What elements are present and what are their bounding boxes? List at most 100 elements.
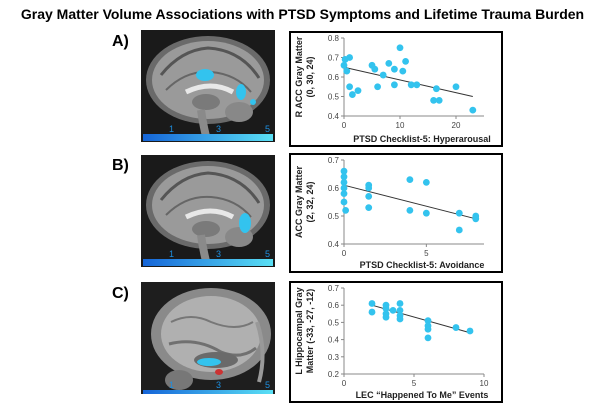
x-tick-label: 0 xyxy=(342,121,347,130)
y-tick-label: 0.4 xyxy=(328,240,340,249)
data-point xyxy=(472,215,480,223)
x-tick-label: 20 xyxy=(452,121,461,130)
data-point xyxy=(340,190,348,197)
data-point xyxy=(379,71,387,79)
x-tick-label: 5 xyxy=(424,249,429,258)
data-point xyxy=(396,315,404,323)
data-point xyxy=(340,167,348,175)
chart-frame xyxy=(289,31,503,147)
colorbar-b xyxy=(143,259,273,266)
colorbar-label: 3 xyxy=(216,380,221,390)
y-tick-label: 0.3 xyxy=(328,353,340,362)
x-tick-label: 0 xyxy=(342,249,347,258)
data-point xyxy=(340,198,348,206)
data-point xyxy=(430,97,437,104)
data-point xyxy=(374,83,381,91)
scatter-chart-b: 0.4 0.5 0.6 0.7 0 5 PTSD Checklist-5: Avoidanc… xyxy=(288,152,504,274)
panel-label-a: A) xyxy=(112,33,129,50)
x-axis-label: LEC “Happened To Me” Events xyxy=(356,390,489,400)
data-point xyxy=(406,176,414,183)
x-tick-label: 0 xyxy=(342,379,347,388)
y-axis-label: (0, 30, 24) xyxy=(305,56,315,97)
trend-line xyxy=(343,184,476,220)
data-point xyxy=(424,334,432,342)
x-tick-label: 10 xyxy=(396,121,405,130)
y-tick-label: 0.2 xyxy=(328,370,340,379)
y-tick-label: 0.5 xyxy=(328,93,340,102)
y-axis-label: (2, 32, 24) xyxy=(305,181,315,222)
data-point xyxy=(424,317,432,325)
figure-title: Gray Matter Volume Associations with PTS… xyxy=(20,6,585,22)
data-point xyxy=(389,306,397,314)
data-point xyxy=(354,87,362,95)
y-tick-label: 0.5 xyxy=(328,318,340,327)
data-point xyxy=(343,67,351,75)
data-point xyxy=(402,58,409,65)
scatter-chart-a: 0.4 0.5 0.6 0.7 0.8 0 10 20 PTSD Checklist-5: Hy… xyxy=(288,30,504,148)
y-tick-label: 0.7 xyxy=(328,156,340,165)
data-point xyxy=(365,193,373,200)
data-point xyxy=(340,184,348,192)
y-axis-label: R ACC Gray Matter xyxy=(294,36,304,117)
data-point xyxy=(466,327,474,335)
data-point xyxy=(424,325,432,333)
data-point xyxy=(365,204,373,211)
colorbar-label: 5 xyxy=(265,124,270,134)
y-tick-label: 0.6 xyxy=(328,184,340,193)
data-point xyxy=(368,308,376,316)
y-tick-label: 0.8 xyxy=(328,34,340,43)
y-tick-label: 0.7 xyxy=(328,54,340,63)
x-axis-label: PTSD Checklist-5: Avoidance xyxy=(360,260,485,270)
x-axis-label: PTSD Checklist-5: Hyperarousal xyxy=(353,134,491,144)
y-axis-label: Matter (-33, -27, -12) xyxy=(305,289,315,374)
data-point xyxy=(452,324,460,331)
data-point xyxy=(382,305,390,313)
data-point xyxy=(399,67,407,75)
data-point xyxy=(365,184,373,192)
data-point xyxy=(396,44,404,52)
colorbar-label: 1 xyxy=(169,124,174,134)
data-point xyxy=(340,61,348,69)
panel-label-b: B) xyxy=(112,157,129,174)
data-point xyxy=(422,179,430,186)
x-tick-label: 10 xyxy=(480,379,489,388)
data-point xyxy=(422,209,430,217)
data-point xyxy=(469,106,477,114)
trend-line xyxy=(343,66,473,97)
data-point xyxy=(346,83,353,91)
x-tick-label: 5 xyxy=(412,379,417,388)
y-tick-label: 0.4 xyxy=(328,336,340,345)
colorbar-label: 3 xyxy=(216,249,221,259)
colorbar-label: 3 xyxy=(216,124,221,134)
data-point xyxy=(342,207,350,214)
brain-image-a: 1 3 5 xyxy=(141,30,275,142)
data-point xyxy=(413,81,421,89)
data-point xyxy=(406,207,414,214)
colorbar-label: 5 xyxy=(265,380,270,390)
scatter-chart-c: 0.2 0.3 0.4 0.5 0.6 0.7 0 5 10 LEC “Happened To M… xyxy=(288,280,504,404)
chart-frame xyxy=(289,281,503,403)
brain-image-b: 1 3 5 xyxy=(141,155,275,267)
data-point xyxy=(371,65,379,73)
data-point xyxy=(452,83,460,91)
data-point xyxy=(455,209,463,217)
data-point xyxy=(455,226,463,234)
y-tick-label: 0.5 xyxy=(328,212,340,221)
colorbar-a xyxy=(143,134,273,141)
data-point xyxy=(435,97,443,104)
data-point xyxy=(340,173,348,181)
colorbar-c xyxy=(143,390,273,394)
data-point xyxy=(433,85,440,93)
y-axis-label: ACC Gray Matter xyxy=(294,166,304,239)
colorbar-label: 5 xyxy=(265,249,270,259)
data-point xyxy=(349,91,356,98)
data-point xyxy=(382,313,390,321)
data-point xyxy=(391,65,398,73)
data-point xyxy=(340,179,348,186)
y-tick-label: 0.4 xyxy=(328,112,340,121)
chart-frame xyxy=(289,153,503,273)
data-point xyxy=(346,54,353,61)
colorbar-label: 1 xyxy=(169,249,174,259)
y-axis-label: L Hippocampal Gray xyxy=(294,287,304,374)
y-tick-label: 0.6 xyxy=(328,301,340,310)
